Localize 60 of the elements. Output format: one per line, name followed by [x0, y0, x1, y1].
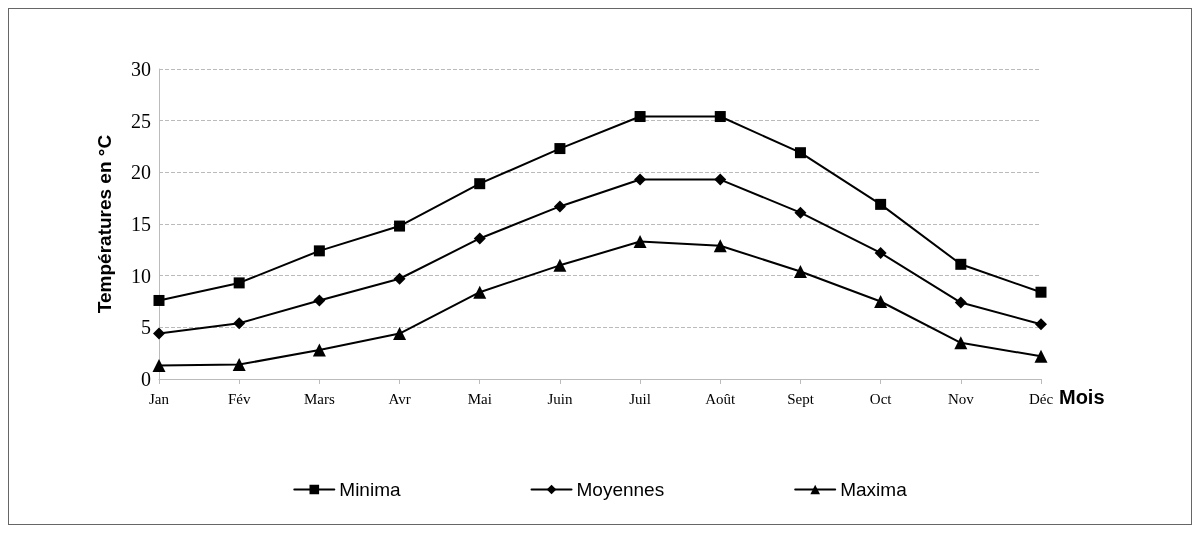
point — [313, 245, 325, 257]
point — [393, 327, 407, 341]
point — [232, 358, 246, 372]
x-tick-label: Oct — [869, 390, 893, 407]
x-tick-label: Jan — [149, 390, 170, 407]
point — [954, 336, 968, 350]
point — [634, 173, 647, 186]
legend-label: Moyennes — [576, 479, 665, 500]
point — [713, 239, 727, 253]
x-tick-label: Juin — [547, 390, 573, 407]
point — [793, 265, 807, 279]
x-tick-label: Fév — [227, 390, 251, 407]
point — [874, 246, 887, 259]
legend-label: Maxima — [840, 479, 908, 500]
point — [474, 178, 486, 190]
point — [312, 343, 326, 357]
point — [714, 111, 726, 123]
x-tick-label: Nov — [947, 390, 975, 407]
point — [153, 327, 165, 340]
y-tick-label: 5 — [141, 316, 151, 339]
point — [393, 272, 406, 285]
x-tick-label: Août — [705, 390, 737, 407]
y-tick-label: 30 — [131, 58, 151, 80]
point — [394, 220, 406, 232]
point — [875, 198, 887, 210]
point — [634, 111, 646, 123]
x-tick-label: Avr — [388, 390, 411, 407]
legend-label: Minima — [339, 479, 401, 500]
point — [233, 317, 246, 330]
y-tick-label: 25 — [131, 109, 151, 132]
point — [473, 285, 487, 299]
point — [794, 206, 807, 219]
x-axis-title: Mois — [1058, 386, 1105, 408]
x-tick-label: Mai — [467, 390, 492, 407]
point — [1035, 318, 1047, 331]
point — [955, 258, 967, 270]
point — [554, 143, 566, 155]
point — [473, 232, 486, 245]
point — [233, 277, 245, 289]
y-tick-label: 15 — [131, 213, 151, 235]
point — [714, 173, 727, 186]
point — [1035, 286, 1047, 298]
x-tick-label: Mars — [303, 390, 335, 407]
y-axis-title: Températures en °C — [94, 134, 115, 314]
point — [553, 200, 566, 213]
y-tick-label: 0 — [141, 368, 151, 390]
point — [874, 295, 888, 308]
y-tick-label: 20 — [131, 161, 151, 184]
y-tick-label: 10 — [131, 264, 151, 287]
x-tick-label: Juil — [629, 390, 651, 407]
point — [152, 359, 166, 373]
point — [633, 235, 647, 249]
point — [954, 296, 967, 309]
point — [313, 294, 326, 307]
x-tick-label: Sept — [787, 390, 815, 407]
point — [1034, 349, 1048, 363]
point — [153, 294, 165, 306]
point — [553, 258, 567, 272]
point — [794, 147, 806, 159]
x-tick-label: Déc — [1028, 390, 1054, 407]
